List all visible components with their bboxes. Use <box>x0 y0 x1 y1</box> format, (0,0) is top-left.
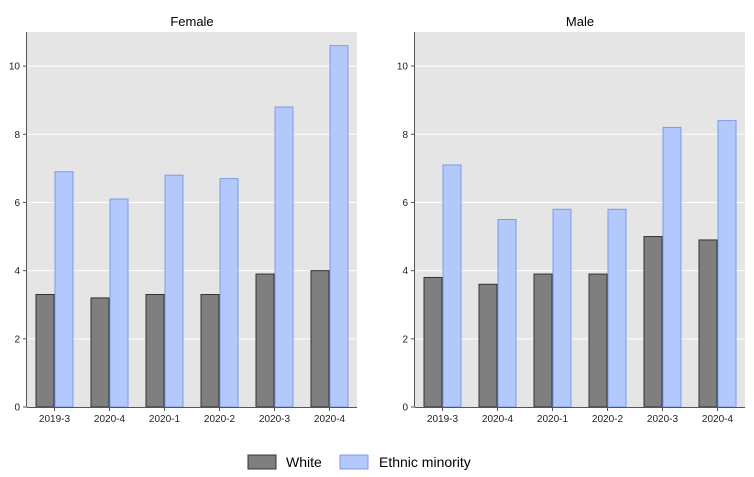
plot-area <box>27 32 357 407</box>
x-tick-label: 2020-4 <box>482 414 514 425</box>
bar-ethnic-minority <box>442 164 462 408</box>
plot-area <box>415 32 745 407</box>
legend-swatch-ethnic-minority <box>339 454 369 470</box>
x-tick-label: 2020-2 <box>204 414 236 425</box>
y-tick-label: 4 <box>402 266 408 277</box>
bar-white <box>90 297 110 408</box>
x-tick-label: 2020-4 <box>94 414 126 425</box>
bar-white <box>35 294 55 408</box>
y-tick-label: 10 <box>397 62 409 73</box>
x-tick-label: 2020-4 <box>314 414 346 425</box>
bar-ethnic-minority <box>54 171 74 408</box>
bar-ethnic-minority <box>164 174 184 408</box>
legend-label-ethnic-minority: Ethnic minority <box>379 454 471 470</box>
bar-ethnic-minority <box>717 120 737 408</box>
legend-label-white: White <box>286 454 322 470</box>
bar-ethnic-minority <box>329 45 349 408</box>
bar-ethnic-minority <box>274 106 294 408</box>
y-tick-label: 2 <box>14 334 20 345</box>
bar-white <box>588 273 608 408</box>
x-tick-label: 2020-4 <box>702 414 734 425</box>
y-tick-label: 4 <box>14 266 20 277</box>
chart-legend: White Ethnic minority <box>247 454 471 470</box>
bar-ethnic-minority <box>607 208 627 408</box>
x-tick-label: 2020-1 <box>537 414 569 425</box>
bar-white <box>698 239 718 408</box>
x-tick-label: 2019-3 <box>427 414 459 425</box>
bar-white <box>200 294 220 408</box>
bar-white <box>255 273 275 408</box>
x-tick-label: 2020-2 <box>592 414 624 425</box>
x-tick-label: 2019-3 <box>39 414 71 425</box>
bar-white <box>643 236 663 408</box>
x-tick-label: 2020-3 <box>647 414 679 425</box>
chart-panel-male: 0 2 4 6 8 10 Male 2019-3 2020-4 2020-1 2020-2 2020-… <box>397 14 745 425</box>
y-tick-label: 0 <box>402 403 408 414</box>
y-tick-label: 6 <box>14 198 20 209</box>
y-tick-label: 6 <box>402 198 408 209</box>
bar-ethnic-minority <box>662 126 682 408</box>
bar-white <box>310 270 330 408</box>
y-tick-label: 8 <box>402 130 408 141</box>
bar-ethnic-minority <box>497 219 517 408</box>
legend-swatch-white <box>247 454 277 470</box>
bar-white <box>423 276 443 408</box>
bar-white <box>533 273 553 408</box>
panel-title: Male <box>566 14 594 29</box>
panel-title: Female <box>170 14 213 29</box>
y-tick-label: 10 <box>9 62 21 73</box>
y-tick-label: 2 <box>402 334 408 345</box>
x-tick-label: 2020-3 <box>259 414 291 425</box>
chart-panel-female: 0 2 4 6 8 10 Female 2019-3 2020-4 2020-1 2020-2 202… <box>9 14 357 425</box>
y-tick-label: 0 <box>14 403 20 414</box>
bar-white <box>478 283 498 408</box>
bar-ethnic-minority <box>219 178 239 408</box>
x-tick-label: 2020-1 <box>149 414 181 425</box>
y-tick-label: 8 <box>14 130 20 141</box>
bar-ethnic-minority <box>552 208 572 408</box>
bar-white <box>145 294 165 408</box>
bar-ethnic-minority <box>109 198 129 408</box>
